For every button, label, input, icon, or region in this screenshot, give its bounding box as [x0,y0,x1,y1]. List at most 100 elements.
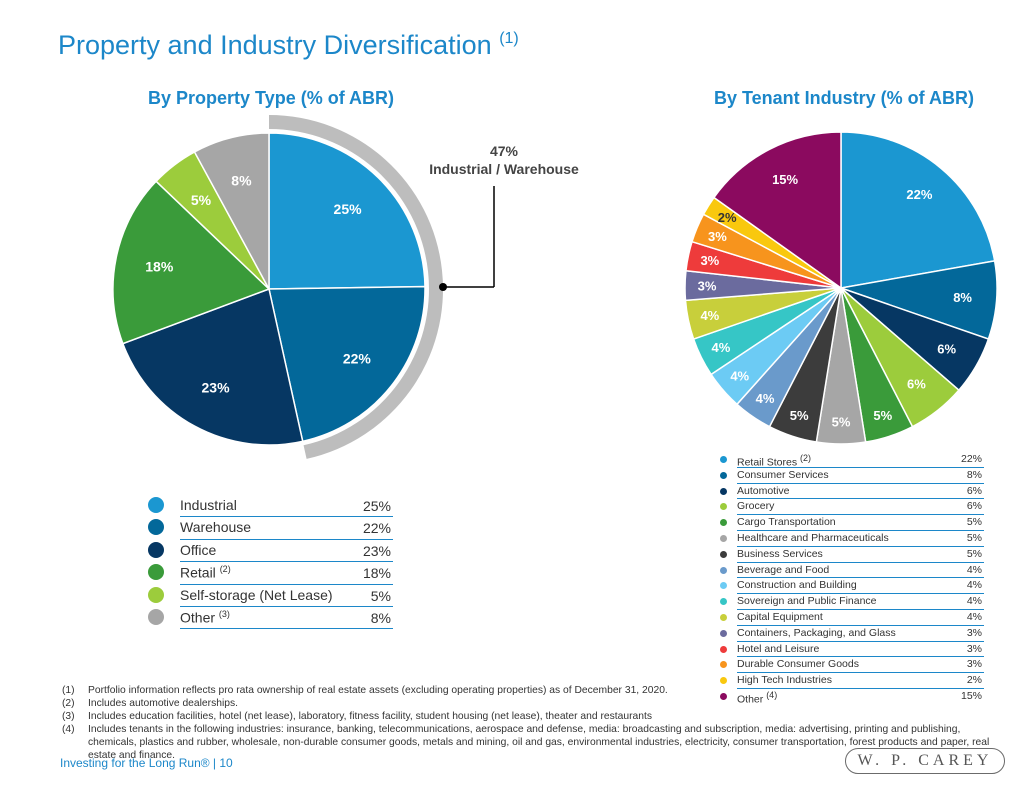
industry-label-hotel-and-leisure: 3% [700,253,719,268]
legend-swatch [720,471,727,479]
legend-ref: (2) [219,564,231,575]
legend-rule [737,561,984,563]
tenant-industry-legend: Retail Stores (2) 22% Consumer Services 8% A… [718,452,984,705]
legend-label: Consumer Services [737,468,829,481]
footnote-number: (3) [62,711,75,722]
legend-row-business-services: Business Services 5% [718,547,984,563]
legend-row-capital-equipment: Capital Equipment 4% [718,610,984,626]
legend-row-other: Other (4) 15% [718,689,984,705]
property-label-self-storage-net-lease: 5% [191,192,212,208]
industry-label-other: 15% [772,172,798,187]
legend-rule [180,583,393,585]
legend-value: 4% [966,579,982,592]
property-label-industrial: 25% [334,201,363,217]
legend-row-durable-consumer-goods: Durable Consumer Goods 3% [718,657,984,674]
industry-slice-retail-stores [840,131,996,289]
footnote-2: (2) Includes automotive dealerships. [62,697,997,710]
legend-rule [180,516,393,518]
tenant-industry-pie: 22% 8% 6% 6% 5% 5% 5% 4% 4% 4% 4% 3% 3% 3% 2% 15% [684,131,998,445]
legend-rule [737,514,984,516]
legend-rule [737,577,984,579]
property-slice-industrial [268,132,426,290]
industry-label-sovereign-and-public-finance: 4% [712,340,731,355]
legend-label: Retail (2) [180,564,231,581]
legend-value: 8% [966,468,982,481]
legend-swatch [720,645,727,653]
legend-swatch [148,608,164,625]
legend-rule [180,628,393,630]
callout-value: 47% [490,143,519,159]
legend-label: Construction and Building [737,579,857,592]
property-type-legend: Industrial 25% Warehouse 22% Office 23% Retail… [148,494,393,630]
legend-row-self-storage-net-lease: Self-storage (Net Lease) 5% [148,584,393,607]
legend-rule [737,608,984,610]
legend-row-retail-stores: Retail Stores (2) 22% [718,452,984,469]
industry-label-beverage-and-food: 4% [756,391,775,406]
footnote-text: Includes automotive dealerships. [88,698,238,709]
legend-label: Office [180,541,217,558]
legend-label: Healthcare and Pharmaceuticals [737,531,889,544]
legend-rule [737,687,984,689]
callout-dot [439,283,447,291]
industry-label-consumer-services: 8% [953,290,972,305]
legend-rule [180,605,393,607]
legend-row-warehouse: Warehouse 22% [148,516,393,540]
legend-row-hotel-and-leisure: Hotel and Leisure 3% [718,642,984,658]
legend-value: 6% [966,500,982,513]
legend-rule [737,656,984,658]
legend-row-consumer-services: Consumer Services 8% [718,468,984,484]
callout-label: Industrial / Warehouse [429,161,579,177]
legend-value: 3% [966,642,982,655]
legend-row-office: Office 23% [148,539,393,563]
legend-row-healthcare-and-pharmaceuticals: Healthcare and Pharmaceuticals 5% [718,531,984,547]
legend-row-cargo-transportation: Cargo Transportation 5% [718,515,984,531]
industrial-warehouse-callout: 47% Industrial / Warehouse [429,143,579,291]
legend-value: 2% [966,674,982,687]
legend-label: Containers, Packaging, and Glass [737,626,896,639]
footnote-number: (2) [62,698,75,709]
legend-swatch [720,629,727,637]
legend-value: 5% [370,587,391,604]
legend-swatch [720,519,727,527]
legend-value: 8% [370,609,391,626]
footer-tagline: Investing for the Long Run® | 10 [60,756,233,770]
legend-label: Durable Consumer Goods [737,658,859,671]
industry-label-grocery: 6% [907,376,926,391]
legend-label: Grocery [737,500,775,513]
property-slice-retail [112,180,271,345]
property-chart-title: By Property Type (% of ABR) [148,88,395,108]
legend-label: Beverage and Food [737,563,830,576]
property-slice-warehouse [268,285,426,443]
legend-label: Business Services [737,547,823,560]
industry-label-business-services: 5% [790,408,809,423]
legend-swatch [148,541,164,558]
legend-label: Warehouse [180,519,252,536]
legend-swatch [720,550,727,558]
legend-rule [180,538,393,540]
legend-label: Cargo Transportation [737,516,836,529]
property-label-warehouse: 22% [343,350,372,366]
footnote-number: (4) [62,724,75,735]
legend-row-other: Other (3) 8% [148,606,393,630]
legend-rule [737,466,984,468]
legend-row-beverage-and-food: Beverage and Food 4% [718,563,984,579]
legend-row-grocery: Grocery 6% [718,499,984,516]
legend-rule [737,545,984,547]
legend-swatch [720,566,727,574]
legend-value: 3% [966,626,982,639]
legend-row-construction-and-building: Construction and Building 4% [718,578,984,595]
legend-rule [737,498,984,500]
property-label-other: 8% [231,172,252,188]
legend-value: 22% [960,453,982,465]
legend-row-containers-packaging-and-glass: Containers, Packaging, and Glass 3% [718,626,984,642]
legend-rule [737,529,984,531]
legend-label: Other (4) [737,689,778,706]
legend-value: 5% [966,547,982,560]
legend-value: 5% [966,531,982,544]
legend-swatch [148,497,164,513]
legend-row-retail: Retail (2) 18% [148,561,393,585]
industry-slice-other [712,131,842,290]
industry-label-capital-equipment: 4% [700,308,719,323]
legend-value: 4% [966,563,982,576]
